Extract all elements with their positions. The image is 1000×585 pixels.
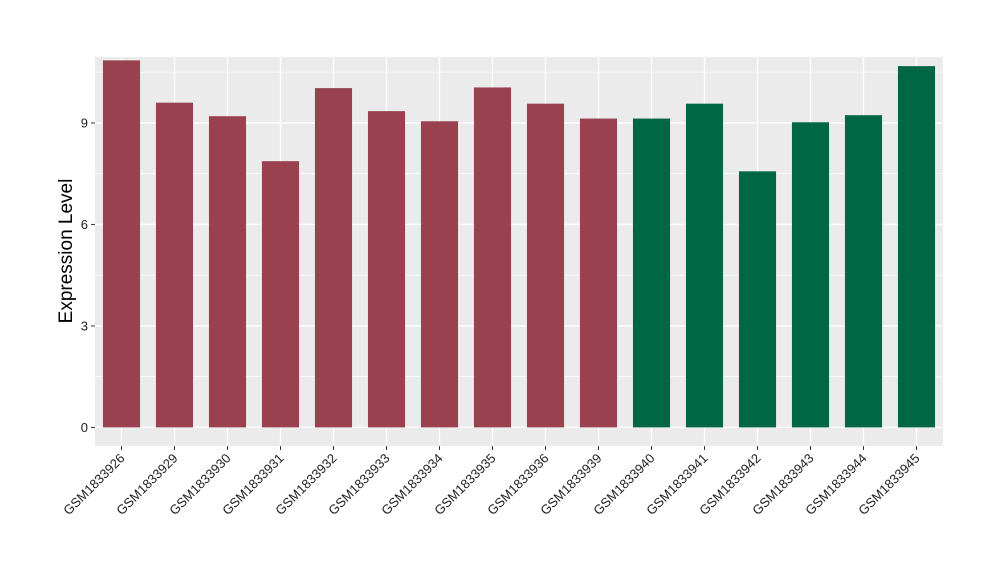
- bar-GSM1833929: [155, 102, 194, 428]
- bar-GSM1833943: [791, 122, 830, 428]
- bar-GSM1833930: [208, 116, 247, 428]
- y-tick-label: 9: [81, 115, 88, 130]
- bar-GSM1833931: [261, 161, 300, 428]
- bar-GSM1833933: [367, 111, 406, 428]
- bar-GSM1833941: [685, 103, 724, 428]
- bar-GSM1833935: [473, 87, 512, 428]
- bar-GSM1833934: [420, 121, 459, 428]
- y-tick-label: 0: [81, 420, 88, 435]
- bar-GSM1833926: [102, 60, 141, 428]
- bar-GSM1833940: [632, 118, 671, 428]
- bar-GSM1833942: [738, 171, 777, 428]
- bar-GSM1833936: [526, 103, 565, 428]
- y-tick-label: 3: [81, 318, 88, 333]
- bars: [102, 60, 936, 428]
- y-axis: 0 3 6 9: [81, 115, 95, 435]
- y-axis-label: Expression Level: [56, 179, 77, 324]
- bar-GSM1833944: [844, 115, 883, 428]
- y-tick-label: 6: [81, 217, 88, 232]
- bar-GSM1833945: [897, 66, 936, 428]
- bar-GSM1833939: [579, 118, 618, 428]
- x-axis: GSM1833926GSM1833929GSM1833930GSM1833931…: [60, 446, 923, 518]
- bar-GSM1833932: [314, 88, 353, 428]
